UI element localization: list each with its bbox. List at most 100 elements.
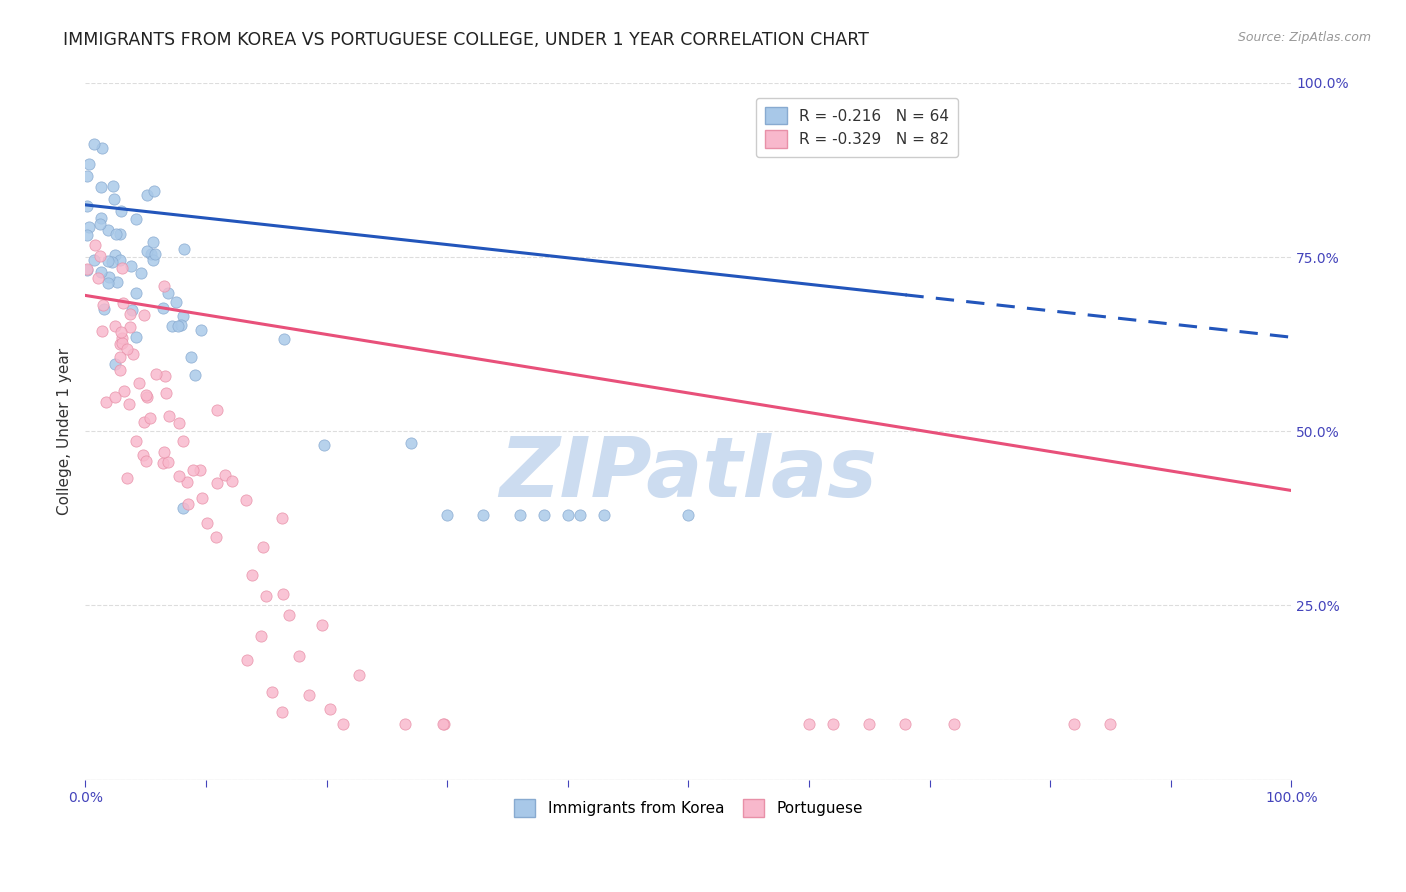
Point xyxy=(90,265,112,279)
Point xyxy=(172,501,194,516)
Point xyxy=(118,307,141,321)
Point xyxy=(157,409,180,423)
Point xyxy=(120,259,142,273)
Point xyxy=(139,410,162,425)
Legend: Immigrants from Korea, Portuguese: Immigrants from Korea, Portuguese xyxy=(506,791,870,824)
Point xyxy=(172,310,194,324)
Point xyxy=(132,308,155,322)
Point xyxy=(143,184,166,198)
Point xyxy=(118,397,141,411)
Point xyxy=(181,462,204,476)
Point xyxy=(157,285,180,300)
Point xyxy=(436,508,458,522)
Point xyxy=(183,368,205,382)
Text: ZIPatlas: ZIPatlas xyxy=(499,433,877,514)
Point xyxy=(190,322,212,336)
Point xyxy=(135,244,157,258)
Point xyxy=(84,238,107,252)
Point xyxy=(105,227,128,241)
Point xyxy=(236,653,259,667)
Point xyxy=(153,369,176,384)
Point xyxy=(221,475,243,489)
Point xyxy=(169,469,191,483)
Point xyxy=(235,493,257,508)
Point xyxy=(270,705,292,719)
Point xyxy=(240,567,263,582)
Point xyxy=(472,508,495,522)
Point xyxy=(195,516,218,530)
Point xyxy=(90,211,112,225)
Point xyxy=(124,212,146,227)
Point xyxy=(89,217,111,231)
Point xyxy=(347,668,370,682)
Point xyxy=(273,587,295,601)
Point xyxy=(173,242,195,256)
Point xyxy=(111,335,134,350)
Point xyxy=(678,508,700,522)
Point xyxy=(101,178,124,193)
Point xyxy=(90,141,112,155)
Point xyxy=(76,169,98,183)
Point xyxy=(205,402,228,417)
Point xyxy=(91,298,114,312)
Point xyxy=(273,332,295,346)
Point xyxy=(112,384,135,398)
Point xyxy=(91,324,114,338)
Point xyxy=(132,449,155,463)
Point xyxy=(399,436,422,450)
Point xyxy=(89,249,111,263)
Point xyxy=(141,247,163,261)
Point xyxy=(103,192,125,206)
Point xyxy=(87,271,110,285)
Point xyxy=(145,367,167,381)
Point xyxy=(93,301,115,316)
Point xyxy=(177,497,200,511)
Point xyxy=(108,227,131,242)
Point xyxy=(76,262,98,277)
Point xyxy=(142,252,165,267)
Point xyxy=(76,227,98,242)
Text: Source: ZipAtlas.com: Source: ZipAtlas.com xyxy=(1237,31,1371,45)
Point xyxy=(115,342,138,356)
Point xyxy=(135,454,157,468)
Point xyxy=(122,347,145,361)
Y-axis label: College, Under 1 year: College, Under 1 year xyxy=(58,348,72,515)
Point xyxy=(77,157,100,171)
Point xyxy=(152,279,174,293)
Point xyxy=(110,252,132,267)
Point xyxy=(111,261,134,276)
Point xyxy=(509,508,531,522)
Point xyxy=(160,319,183,334)
Point xyxy=(108,363,131,377)
Point xyxy=(314,438,336,452)
Point xyxy=(111,330,134,344)
Point xyxy=(204,530,226,544)
Point xyxy=(188,463,211,477)
Point xyxy=(155,386,177,401)
Point xyxy=(125,285,148,300)
Point xyxy=(172,434,194,449)
Point xyxy=(271,510,294,524)
Point xyxy=(90,179,112,194)
Point xyxy=(298,688,321,702)
Point xyxy=(128,376,150,390)
Point xyxy=(288,649,311,664)
Point xyxy=(97,276,120,290)
Point xyxy=(942,717,965,731)
Point xyxy=(143,247,166,261)
Point xyxy=(115,471,138,485)
Point xyxy=(533,508,555,522)
Point xyxy=(125,434,148,448)
Point xyxy=(97,254,120,268)
Point xyxy=(311,618,333,632)
Point xyxy=(101,255,124,269)
Point xyxy=(205,476,228,491)
Point xyxy=(97,269,120,284)
Text: IMMIGRANTS FROM KOREA VS PORTUGUESE COLLEGE, UNDER 1 YEAR CORRELATION CHART: IMMIGRANTS FROM KOREA VS PORTUGUESE COLL… xyxy=(63,31,869,49)
Point xyxy=(180,350,202,364)
Point xyxy=(97,223,120,237)
Point xyxy=(94,395,117,409)
Point xyxy=(394,717,416,731)
Point xyxy=(156,455,179,469)
Point xyxy=(76,199,98,213)
